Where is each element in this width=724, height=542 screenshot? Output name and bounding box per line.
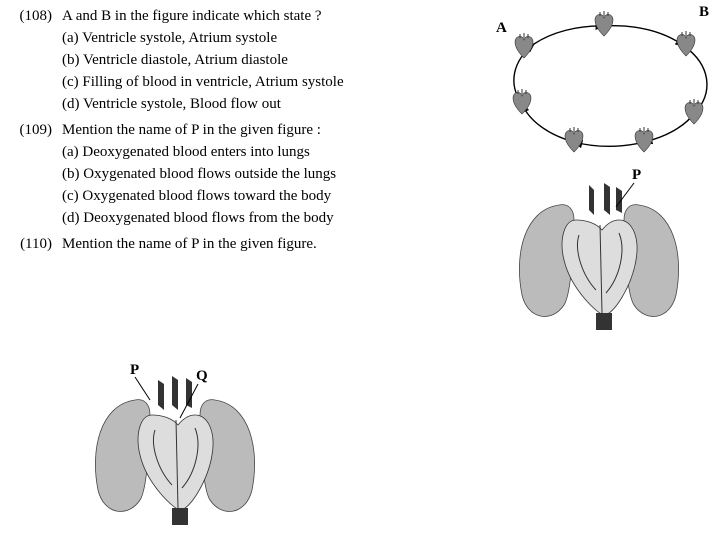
label-p: P — [632, 167, 641, 183]
label-b: B — [699, 4, 709, 20]
label-q: Q — [196, 368, 208, 384]
label-a: A — [496, 20, 507, 36]
label-p: P — [130, 362, 139, 378]
figure-109-heart-lungs: P — [504, 165, 694, 330]
figure-108-cardiac-cycle: A B — [494, 4, 714, 154]
question-number: (109) — [10, 122, 62, 139]
leader-p — [135, 377, 150, 400]
figure-110-heart-lungs: P Q — [80, 360, 270, 525]
question-number: (110) — [10, 236, 62, 253]
question-number: (108) — [10, 8, 62, 25]
